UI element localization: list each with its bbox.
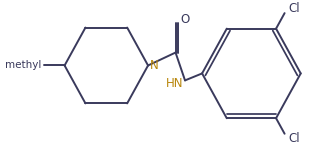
- Text: Cl: Cl: [288, 132, 300, 145]
- Text: N: N: [150, 59, 159, 72]
- Text: methyl: methyl: [4, 60, 41, 71]
- Text: Cl: Cl: [288, 2, 300, 15]
- Text: HN: HN: [165, 77, 183, 90]
- Text: O: O: [180, 13, 190, 26]
